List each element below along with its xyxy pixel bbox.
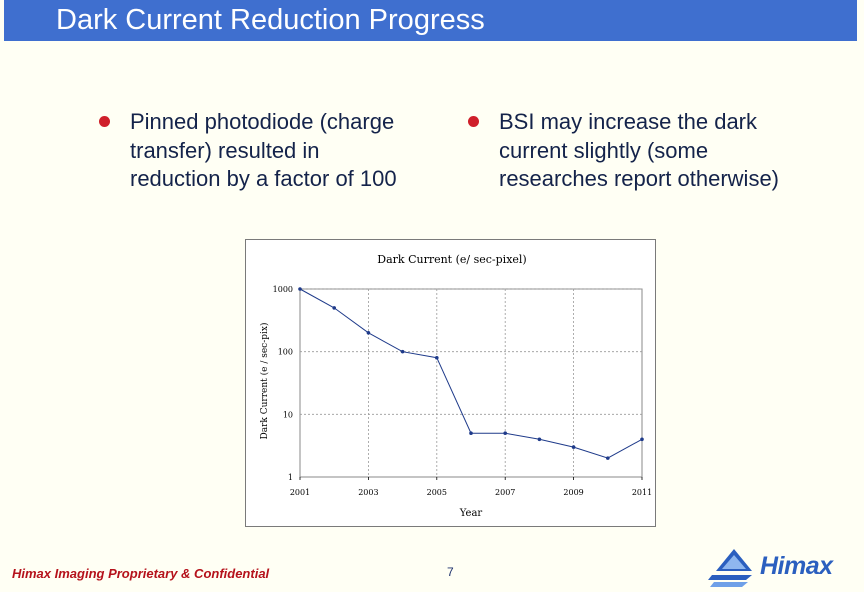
x-tick-label: 2001 xyxy=(290,488,310,497)
chart-svg: Dark Current (e/ sec-pixel) Year Dark Cu… xyxy=(259,253,652,519)
bullet-dot-icon xyxy=(99,116,110,127)
bullet-item-bsi: BSI may increase the dark current slight… xyxy=(468,108,829,194)
bullet-item-pinned-photodiode: Pinned photodiode (charge transfer) resu… xyxy=(99,108,450,194)
bullet-text: BSI may increase the dark current slight… xyxy=(499,109,780,191)
data-point xyxy=(606,456,610,460)
data-point xyxy=(571,445,576,449)
slide-title: Dark Current Reduction Progress xyxy=(56,4,485,36)
data-point xyxy=(332,306,336,310)
data-point xyxy=(640,437,644,442)
page-number: 7 xyxy=(447,565,454,579)
title-bar: Dark Current Reduction Progress xyxy=(4,0,857,41)
y-tick-label: 10 xyxy=(283,410,293,419)
x-tick-label: 2011 xyxy=(632,488,652,497)
chart-y-axis-label: Dark Current (e / sec-pix) xyxy=(259,323,270,440)
himax-logo: Himax xyxy=(708,547,854,587)
x-tick-label: 2005 xyxy=(427,488,447,497)
himax-logo-icon xyxy=(708,549,752,587)
chart-title: Dark Current (e/ sec-pixel) xyxy=(377,253,526,266)
data-point xyxy=(503,431,508,435)
data-point xyxy=(298,287,302,291)
x-tick-label: 2009 xyxy=(563,488,583,497)
data-point xyxy=(400,349,405,354)
data-point xyxy=(469,431,473,435)
data-point xyxy=(537,437,542,442)
bullet-text: Pinned photodiode (charge transfer) resu… xyxy=(130,109,397,191)
footer-confidential: Himax Imaging Proprietary & Confidential xyxy=(12,566,270,581)
data-point xyxy=(435,355,439,360)
data-point xyxy=(366,331,371,335)
bullet-dot-icon xyxy=(468,116,479,127)
y-tick-label: 1 xyxy=(288,473,293,482)
plot-area xyxy=(299,288,643,478)
x-tick-label: 2003 xyxy=(358,488,378,497)
logo-wordmark: Himax xyxy=(760,552,833,580)
dark-current-chart: Dark Current (e/ sec-pixel) Year Dark Cu… xyxy=(245,239,656,527)
y-tick-label: 100 xyxy=(278,348,293,357)
x-tick-label: 2007 xyxy=(495,488,515,497)
chart-x-axis-label: Year xyxy=(459,508,483,519)
y-tick-label: 1000 xyxy=(273,285,293,294)
